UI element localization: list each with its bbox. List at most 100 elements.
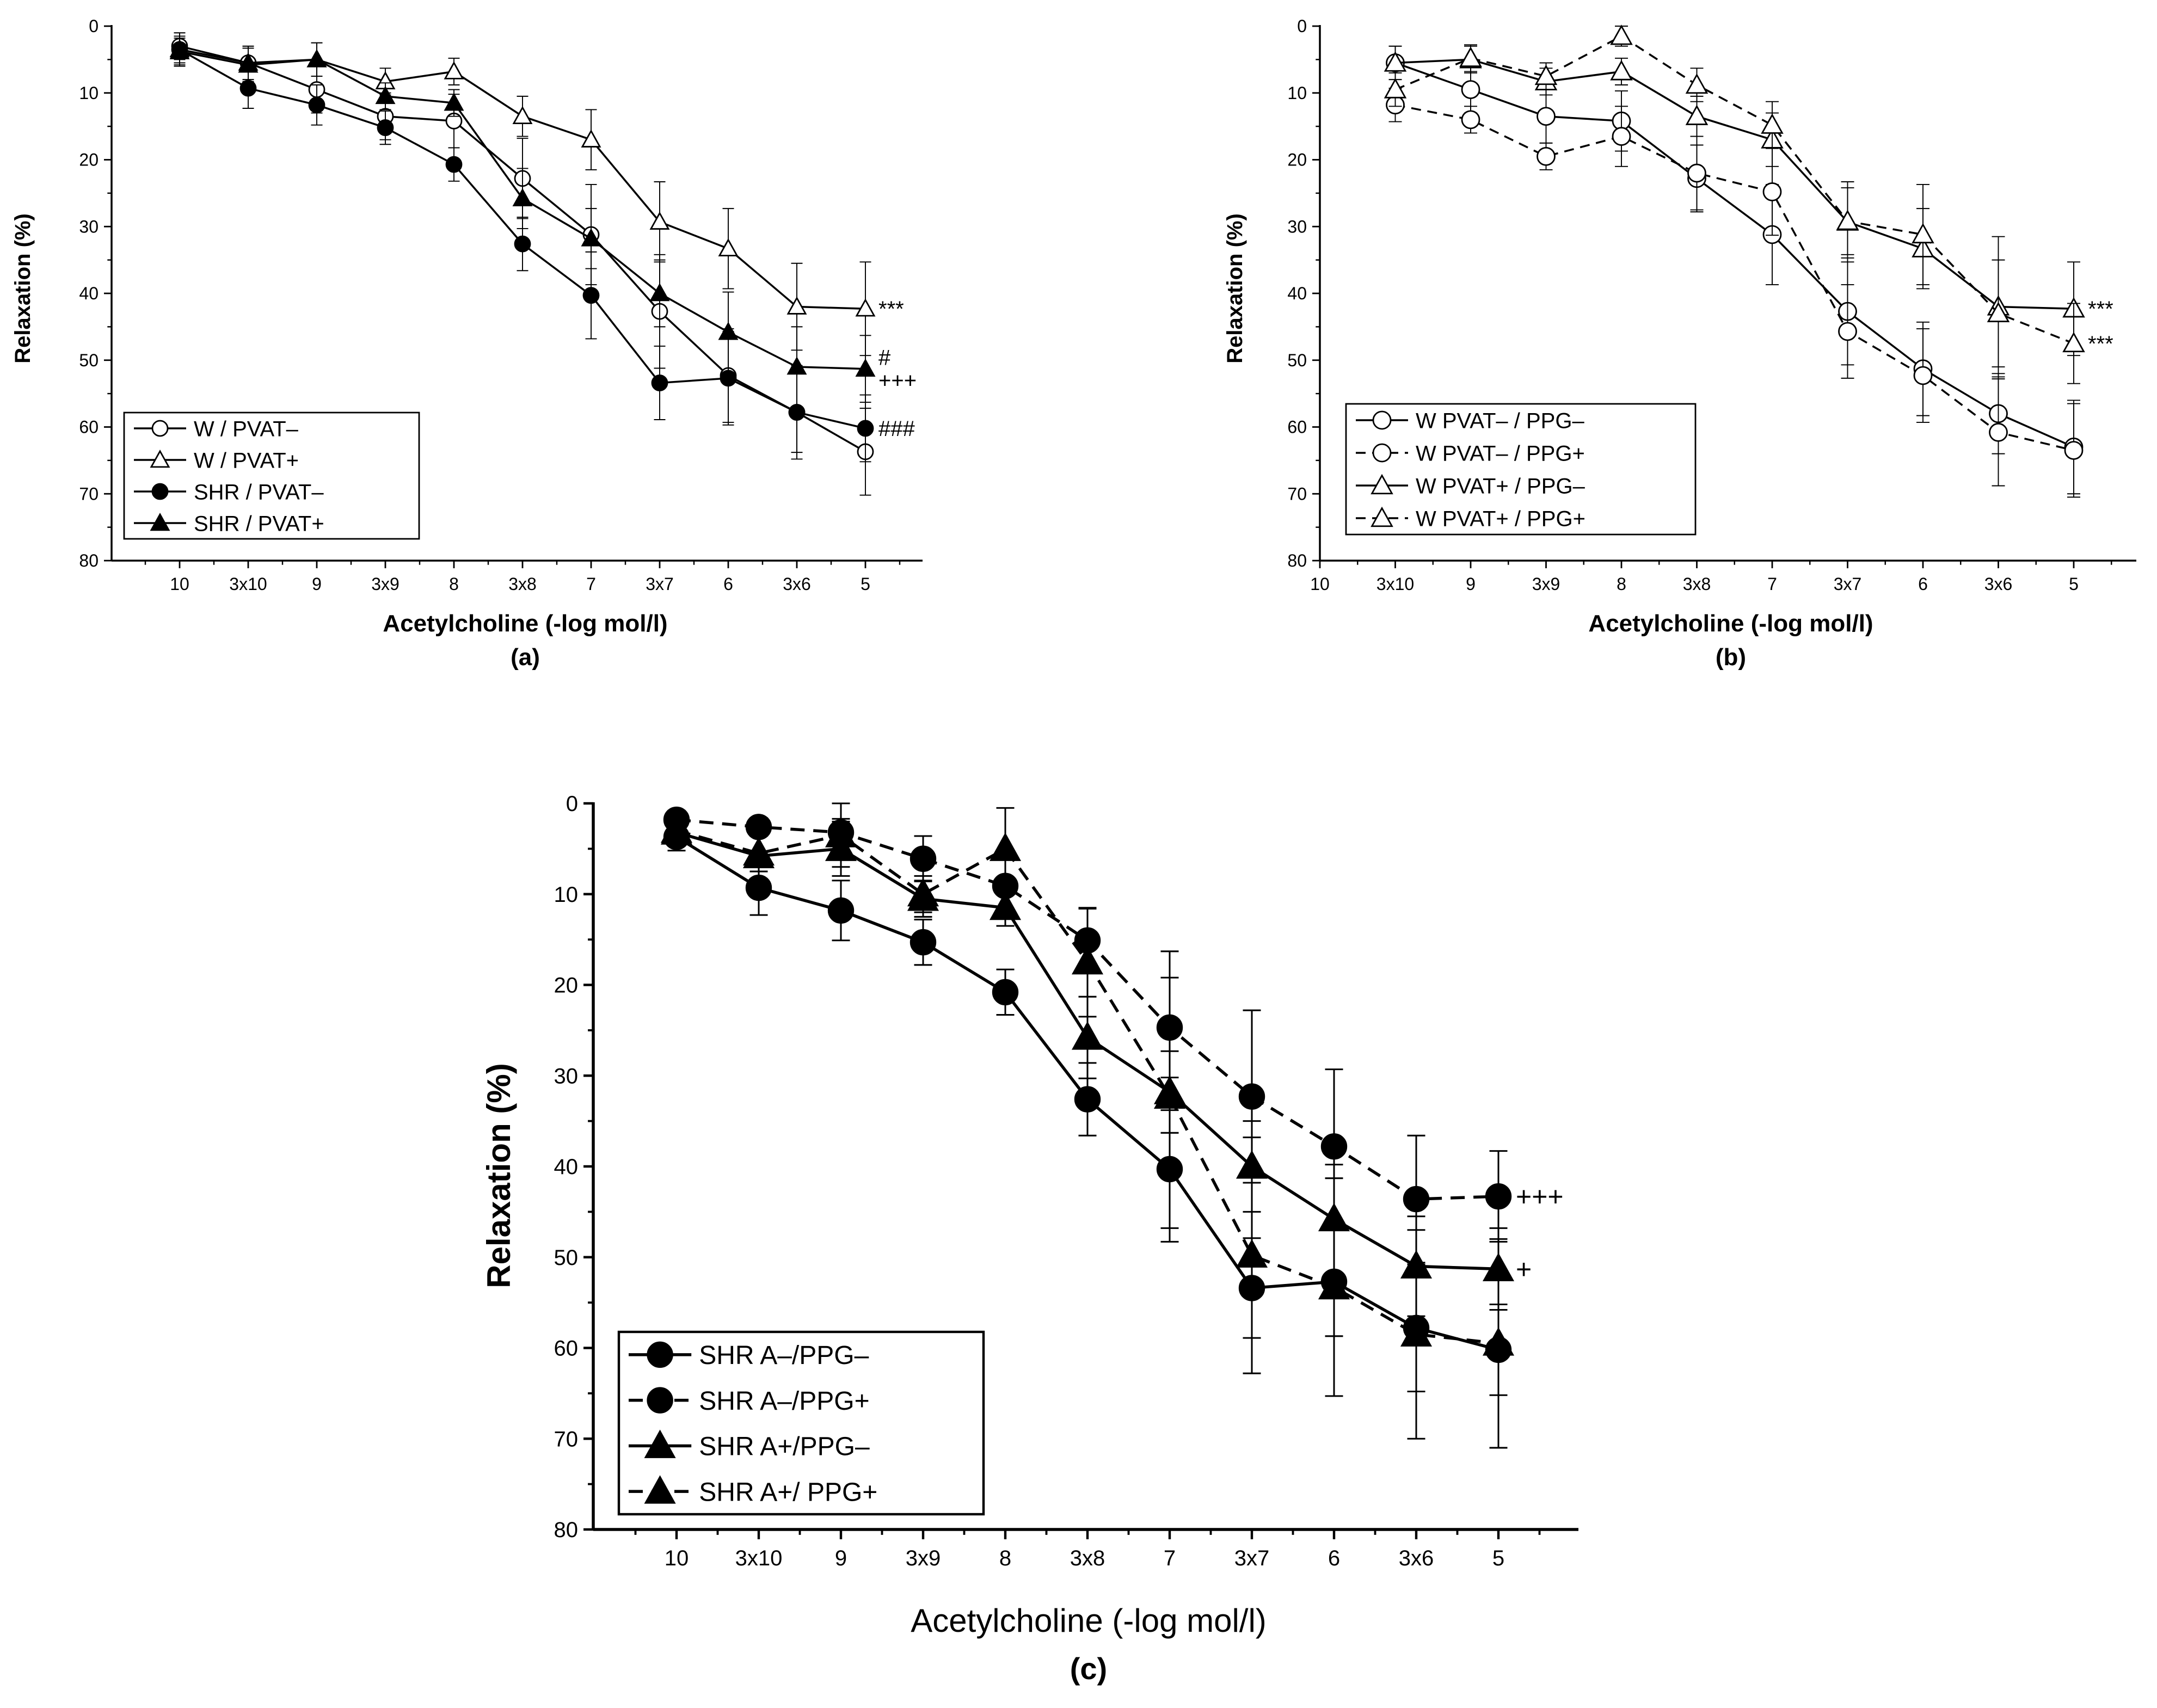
data-point <box>1612 127 1631 146</box>
series-a-4: #+++ <box>169 38 917 408</box>
y-tick-label-a: 80 <box>79 551 99 570</box>
y-tick-label-b: 40 <box>1287 284 1307 303</box>
legend-label: W / PVAT– <box>194 417 299 441</box>
data-point <box>1838 322 1857 341</box>
data-point <box>1537 146 1556 166</box>
legend-box <box>123 411 420 540</box>
series-b-3: *** <box>1384 45 2113 378</box>
y-tick-label-c: 20 <box>554 974 579 998</box>
x-tick-label-a: 3x9 <box>371 574 400 594</box>
legend-swatch-marker <box>1372 443 1392 463</box>
data-point <box>989 891 1022 920</box>
data-point <box>1320 1133 1348 1160</box>
data-point <box>239 79 257 97</box>
data-point <box>375 85 396 105</box>
data-point <box>444 93 464 111</box>
y-tick-label-c: 80 <box>554 1518 579 1542</box>
y-tick-label-c: 50 <box>554 1246 579 1270</box>
data-point <box>445 156 463 173</box>
data-point <box>855 358 876 377</box>
data-point <box>1485 1183 1512 1210</box>
x-tick-label-b: 10 <box>1310 574 1330 594</box>
legend-swatch-marker <box>150 513 170 531</box>
data-point <box>1400 1318 1433 1347</box>
legend-swatch-marker <box>151 420 169 437</box>
legend-label: SHR A+/PPG– <box>699 1433 870 1461</box>
data-point <box>720 370 737 387</box>
x-tick-label-b: 8 <box>1617 574 1626 594</box>
y-tick-label-c: 60 <box>554 1337 579 1361</box>
data-point <box>1687 163 1706 183</box>
significance-annotation: ### <box>878 417 915 441</box>
x-tick-label-b: 3x10 <box>1376 574 1414 594</box>
y-tick-label-a: 40 <box>79 284 99 303</box>
series-b-4: *** <box>1384 24 2113 384</box>
legend-label: SHR A–/PPG– <box>699 1341 869 1370</box>
data-point <box>651 374 668 391</box>
significance-annotation: *** <box>878 297 904 321</box>
data-point <box>1153 1080 1186 1109</box>
x-tick-label-c: 3x10 <box>735 1546 783 1570</box>
data-point <box>1461 80 1480 100</box>
y-tick-label-b: 30 <box>1287 217 1307 236</box>
x-tick-label-a: 10 <box>170 574 189 594</box>
data-point <box>1989 422 2008 442</box>
data-point <box>306 49 327 67</box>
significance-annotation: # <box>878 346 891 370</box>
y-axis-label-c: Relaxation (%) <box>481 1063 517 1288</box>
data-point <box>857 420 874 437</box>
legend-box <box>617 1330 985 1516</box>
y-tick-label-c: 30 <box>554 1064 579 1088</box>
data-point <box>1987 302 2010 322</box>
x-tick-label-a: 6 <box>723 574 733 594</box>
data-point <box>1384 51 1407 72</box>
x-axis-label-b: Acetylcholine (-log mol/l) <box>1588 610 1873 637</box>
x-tick-label-c: 5 <box>1492 1546 1504 1570</box>
plot-area-a: 0 10 20 30 40 50 60 70 80 10 3x10 9 3x9 8 3x8 7 3x7 6 3x6 5… <box>79 16 923 594</box>
legend-label: SHR A+/ PPG+ <box>699 1478 877 1507</box>
legend-box <box>1345 403 1697 536</box>
y-tick-label-a: 60 <box>79 417 99 437</box>
x-tick-label-a: 5 <box>861 574 870 594</box>
data-point <box>1459 46 1482 67</box>
legend-label: W PVAT– / PPG+ <box>1416 441 1585 465</box>
data-point <box>2064 441 2084 460</box>
data-point <box>909 845 937 872</box>
y-tick-label-a: 0 <box>89 16 99 36</box>
y-tick-label-b: 70 <box>1287 484 1307 503</box>
x-tick-label-c: 8 <box>999 1546 1011 1570</box>
significance-annotation: + <box>1516 1254 1532 1285</box>
x-tick-label-b: 9 <box>1466 574 1476 594</box>
x-tick-label-a: 3x7 <box>646 574 674 594</box>
data-point <box>742 837 775 866</box>
data-point <box>825 819 857 847</box>
x-tick-label-a: 8 <box>449 574 459 594</box>
data-point <box>581 129 601 148</box>
y-tick-label-a: 70 <box>79 484 99 503</box>
data-point <box>718 238 739 257</box>
legend-label: SHR / PVAT– <box>194 480 324 504</box>
y-tick-label-b: 20 <box>1287 150 1307 170</box>
legend-label: SHR A–/PPG+ <box>699 1387 869 1416</box>
data-point <box>1238 1083 1265 1110</box>
data-point <box>1912 223 1934 244</box>
y-tick-label-a: 10 <box>79 83 99 103</box>
legend-swatch-marker <box>1372 410 1392 430</box>
data-point <box>1071 945 1104 975</box>
data-point <box>377 119 394 136</box>
legend-swatch-marker <box>1371 506 1393 527</box>
data-point <box>514 235 531 253</box>
panel-label-a: (a) <box>511 644 540 671</box>
data-point <box>909 929 937 956</box>
x-tick-label-c: 3x6 <box>1399 1546 1434 1570</box>
x-tick-label-b: 3x8 <box>1683 574 1711 594</box>
data-point <box>786 296 807 315</box>
series-c-3: + <box>660 816 1532 1317</box>
x-tick-label-b: 7 <box>1767 574 1777 594</box>
legend-swatch-marker <box>150 450 170 468</box>
x-tick-label-c: 7 <box>1164 1546 1176 1570</box>
y-tick-label-c: 10 <box>554 883 579 907</box>
y-axis-label-a: Relaxation (%) <box>11 213 35 364</box>
x-tick-label-a: 3x6 <box>783 574 811 594</box>
